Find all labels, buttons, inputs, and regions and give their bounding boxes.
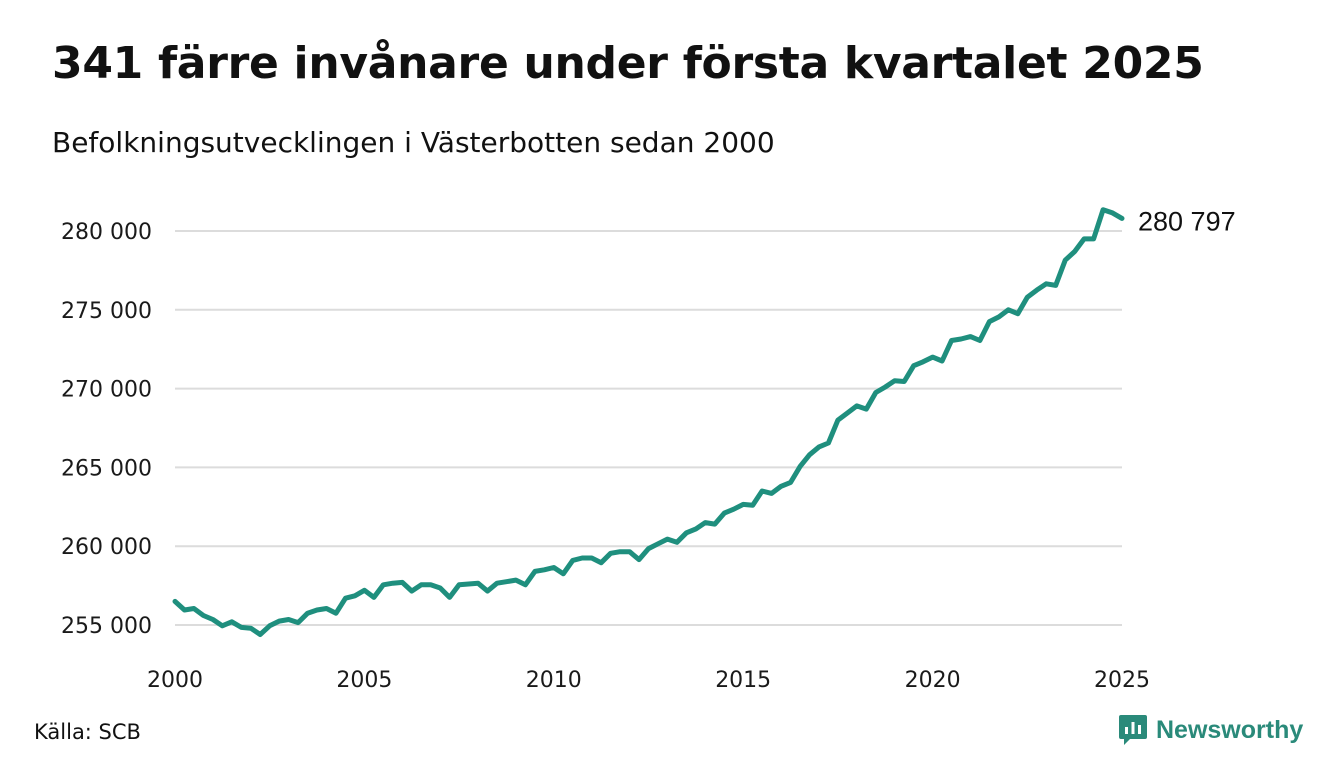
y-tick-label: 255 000 [61, 614, 152, 639]
x-tick-label: 2005 [336, 668, 392, 693]
series-line [172, 207, 1125, 637]
end-value-label-group: 280 797 [1138, 206, 1236, 236]
y-tick-label: 260 000 [61, 535, 152, 560]
brand-name: Newsworthy [1156, 715, 1304, 744]
x-tick-label: 2015 [715, 668, 771, 693]
y-tick-label: 265 000 [61, 456, 152, 481]
y-axis-tick-labels: 255 000 260 000 265 000 270 000 275 000 280 0… [61, 220, 152, 639]
y-tick-label: 280 000 [61, 220, 152, 245]
y-tick-label: 270 000 [61, 378, 152, 403]
series-lines [172, 207, 1125, 637]
x-tick-label: 2025 [1094, 668, 1150, 693]
newsworthy-logo-icon [1119, 715, 1147, 745]
x-axis-tick-labels: 2000 2005 2010 2015 2020 2025 [147, 668, 1150, 693]
line-chart: 255 000 260 000 265 000 270 000 275 000 280 0… [61, 206, 1236, 693]
x-tick-label: 2020 [905, 668, 961, 693]
x-tick-label: 2010 [526, 668, 582, 693]
chart-subtitle: Befolkningsutvecklingen i Västerbotten s… [52, 126, 775, 159]
source-note: Källa: SCB [34, 720, 141, 744]
x-tick-label: 2000 [147, 668, 203, 693]
end-value-label: 280 797 [1138, 206, 1236, 236]
y-tick-label: 275 000 [61, 299, 152, 324]
chart-title: 341 färre invånare under första kvartale… [52, 38, 1204, 89]
brand-logo: Newsworthy [1118, 714, 1303, 746]
gridlines [175, 230, 1122, 626]
